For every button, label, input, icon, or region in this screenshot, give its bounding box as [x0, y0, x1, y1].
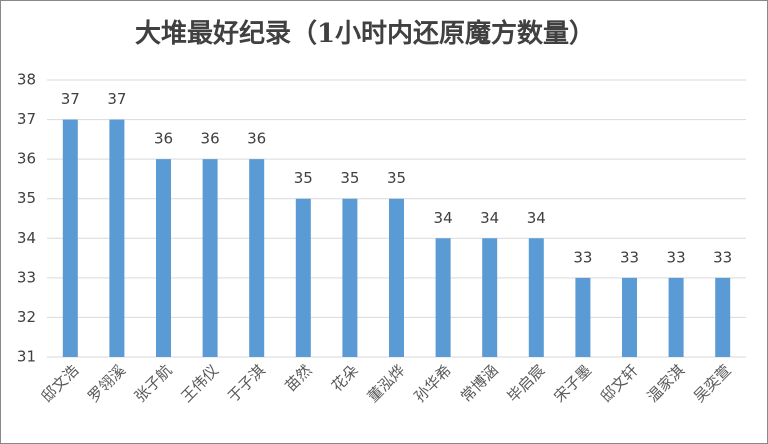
data-label: 37 [107, 90, 126, 108]
data-label: 33 [713, 248, 732, 266]
bar [202, 159, 218, 357]
bar [109, 119, 125, 357]
bar [435, 238, 451, 357]
data-label: 34 [480, 209, 499, 227]
data-label: 34 [527, 209, 546, 227]
bar [482, 238, 498, 357]
bar [389, 198, 404, 357]
bar [295, 198, 311, 357]
data-label: 36 [201, 130, 220, 148]
y-tick-label: 38 [17, 71, 36, 89]
data-label: 33 [573, 248, 592, 266]
data-label: 35 [340, 169, 359, 187]
data-label: 36 [154, 130, 173, 148]
bar [622, 277, 637, 357]
bar [575, 277, 591, 357]
y-tick-label: 33 [17, 268, 36, 286]
y-tick-label: 35 [17, 189, 36, 207]
bar [62, 119, 78, 357]
y-tick-label: 36 [17, 150, 36, 168]
data-label: 35 [294, 169, 313, 187]
bar [528, 238, 544, 357]
y-tick-label: 32 [17, 308, 36, 326]
bar [342, 198, 358, 357]
data-label: 36 [247, 130, 266, 148]
y-tick-label: 37 [17, 110, 36, 128]
bar [249, 159, 265, 357]
bar [156, 159, 171, 357]
data-label: 35 [387, 169, 406, 187]
data-label: 33 [667, 248, 686, 266]
data-label: 34 [434, 209, 453, 227]
chart-title: 大堆最好纪录（1小时内还原魔方数量） [135, 18, 595, 49]
bar [668, 277, 684, 357]
data-label: 33 [620, 248, 639, 266]
bar [715, 277, 731, 357]
y-tick-label: 31 [17, 348, 36, 366]
y-tick-label: 34 [17, 229, 36, 247]
data-label: 37 [61, 90, 80, 108]
